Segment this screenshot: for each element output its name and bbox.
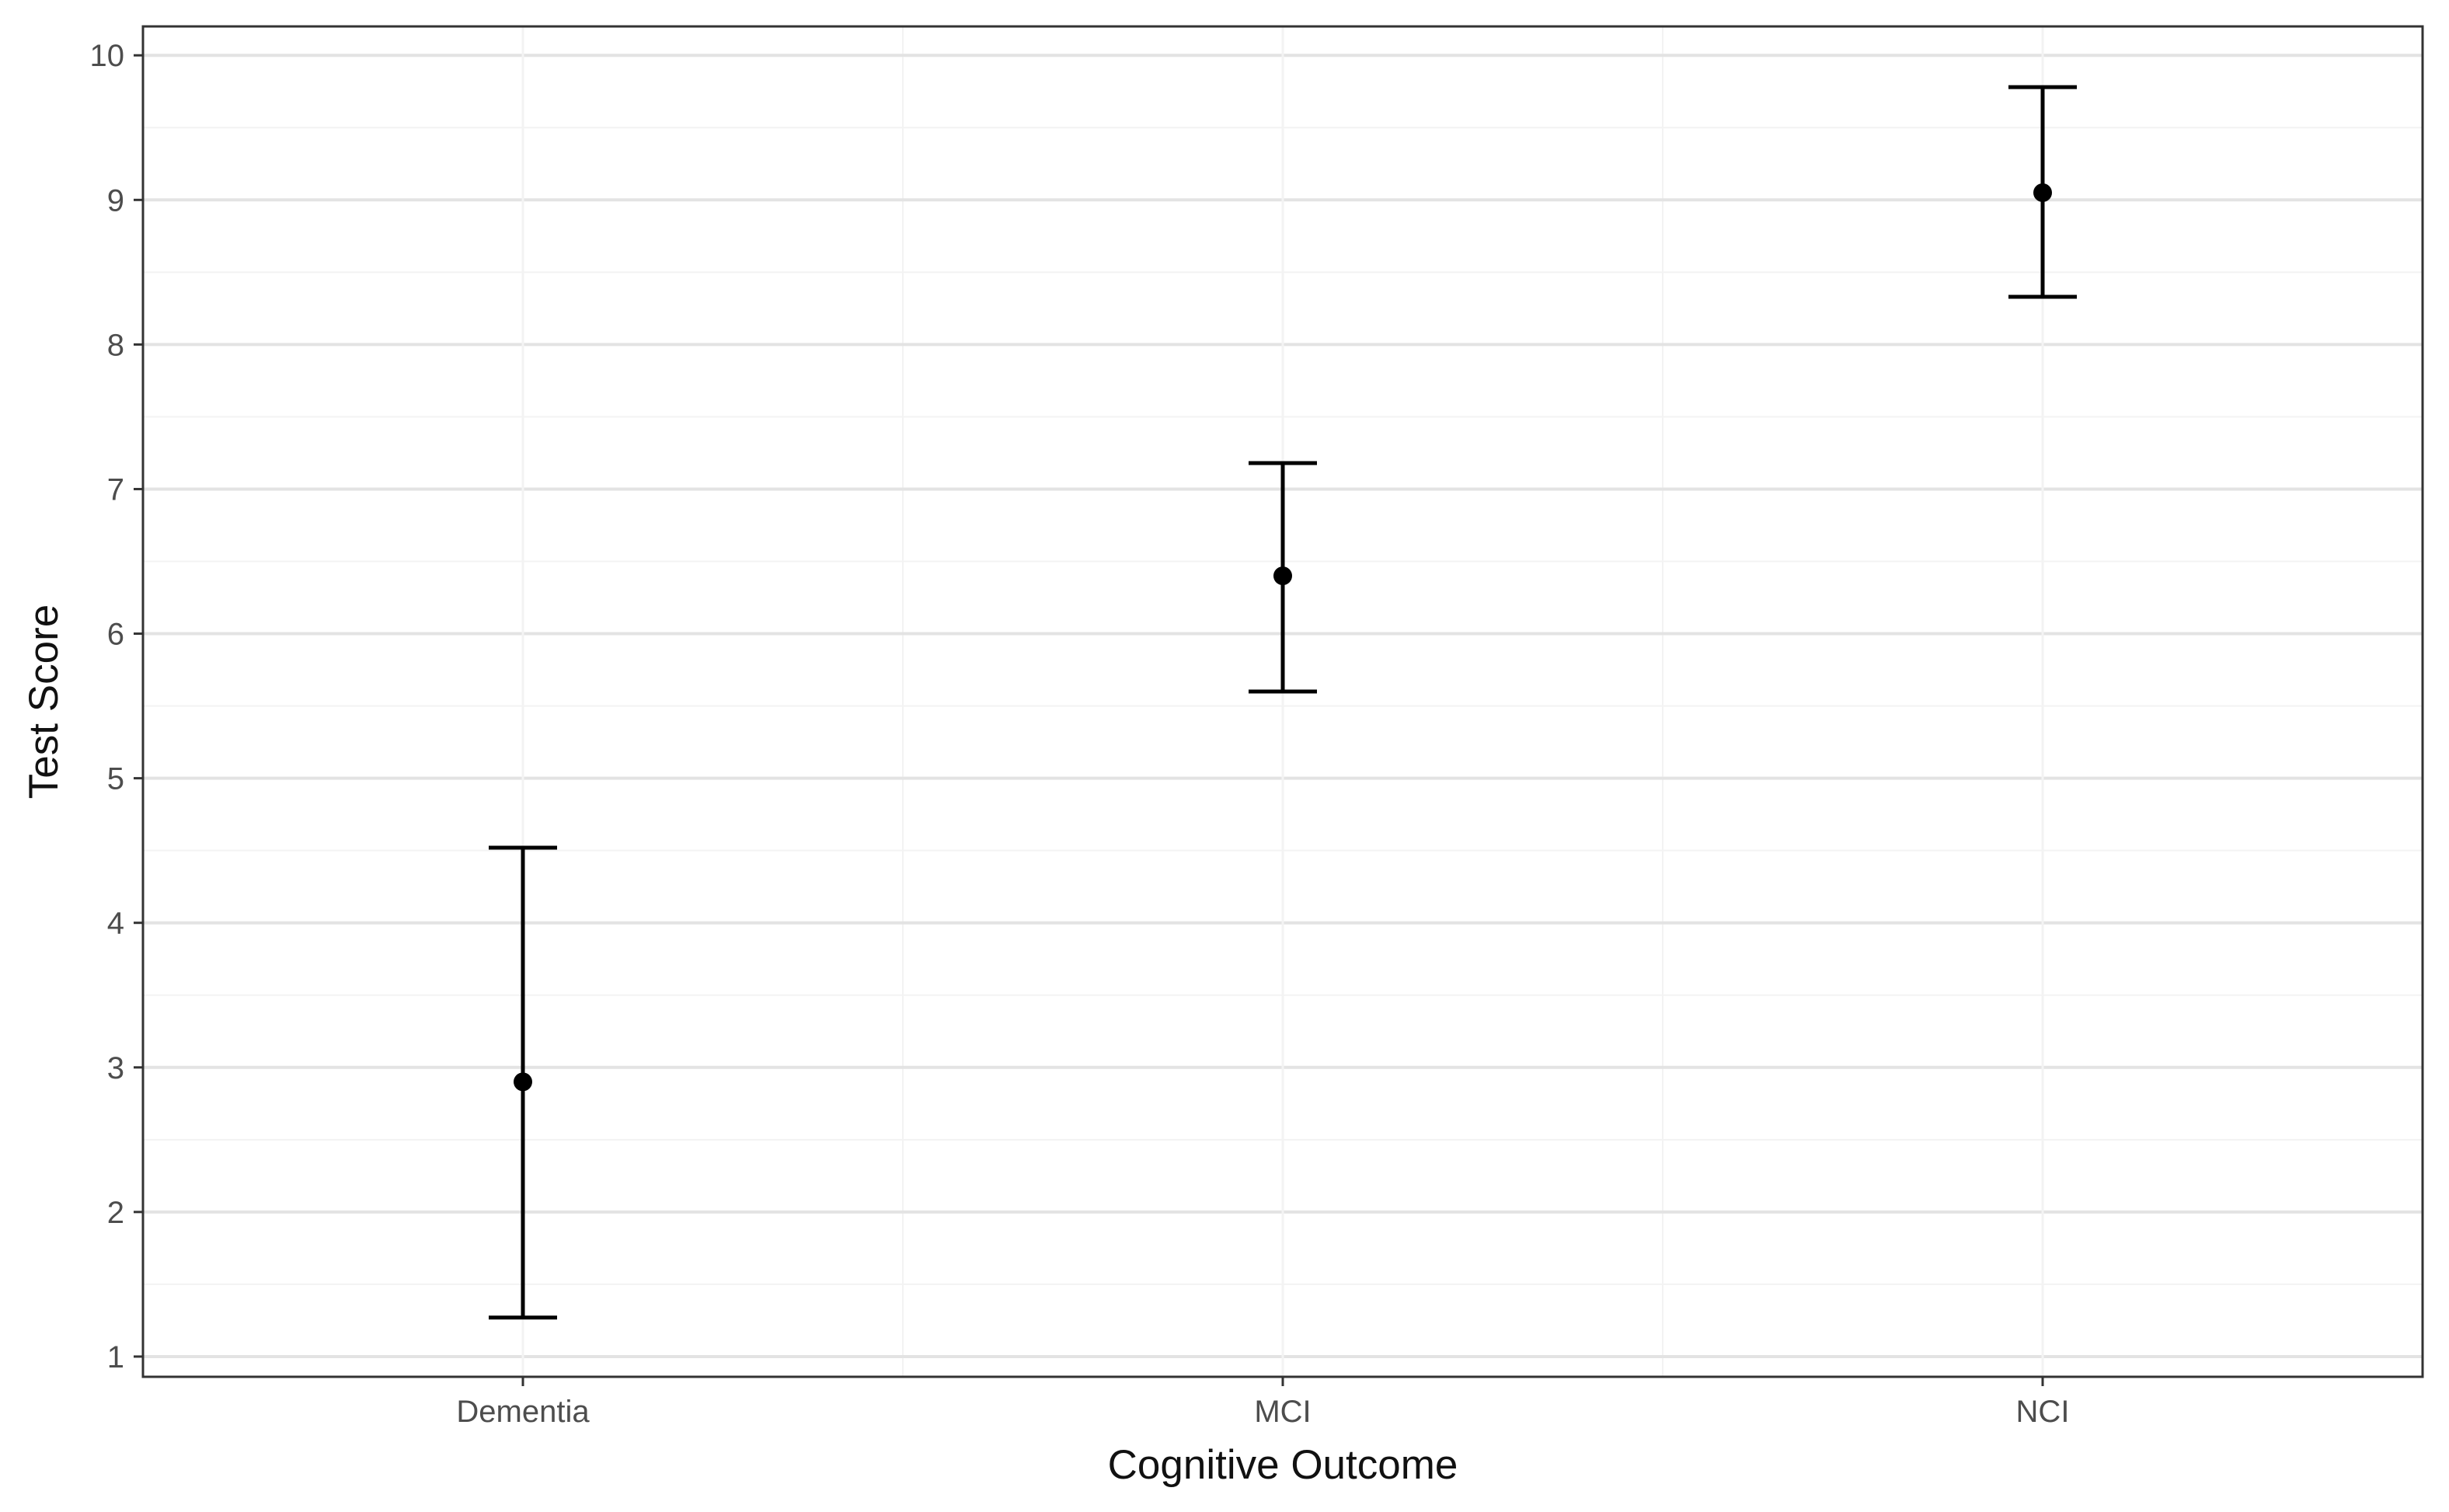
x-tick-label: NCI [2016, 1395, 2070, 1429]
data-point [514, 1072, 532, 1092]
y-tick-label: 2 [107, 1196, 124, 1230]
x-tick-label: MCI [1254, 1395, 1311, 1429]
x-axis-title: Cognitive Outcome [1108, 1442, 1458, 1488]
plot-marks [489, 85, 2077, 1320]
axes: 1 2 3 4 5 6 7 8 9 10 Dementia MCI NCI [90, 39, 2070, 1429]
x-tick-label: Dementia [456, 1395, 590, 1429]
data-point [1273, 566, 1292, 586]
y-tick-label: 5 [107, 762, 124, 796]
y-tick-label: 4 [107, 907, 124, 941]
y-tick-label: 1 [107, 1340, 124, 1374]
y-tick-label: 3 [107, 1051, 124, 1085]
y-axis-title: Test Score [21, 604, 67, 799]
data-point [2033, 183, 2052, 202]
y-tick-label: 9 [107, 183, 124, 218]
y-tick-label: 10 [90, 39, 125, 73]
y-tick-label: 8 [107, 328, 124, 362]
y-tick-label: 6 [107, 618, 124, 652]
y-tick-label: 7 [107, 472, 124, 507]
gridlines [142, 26, 2423, 1377]
